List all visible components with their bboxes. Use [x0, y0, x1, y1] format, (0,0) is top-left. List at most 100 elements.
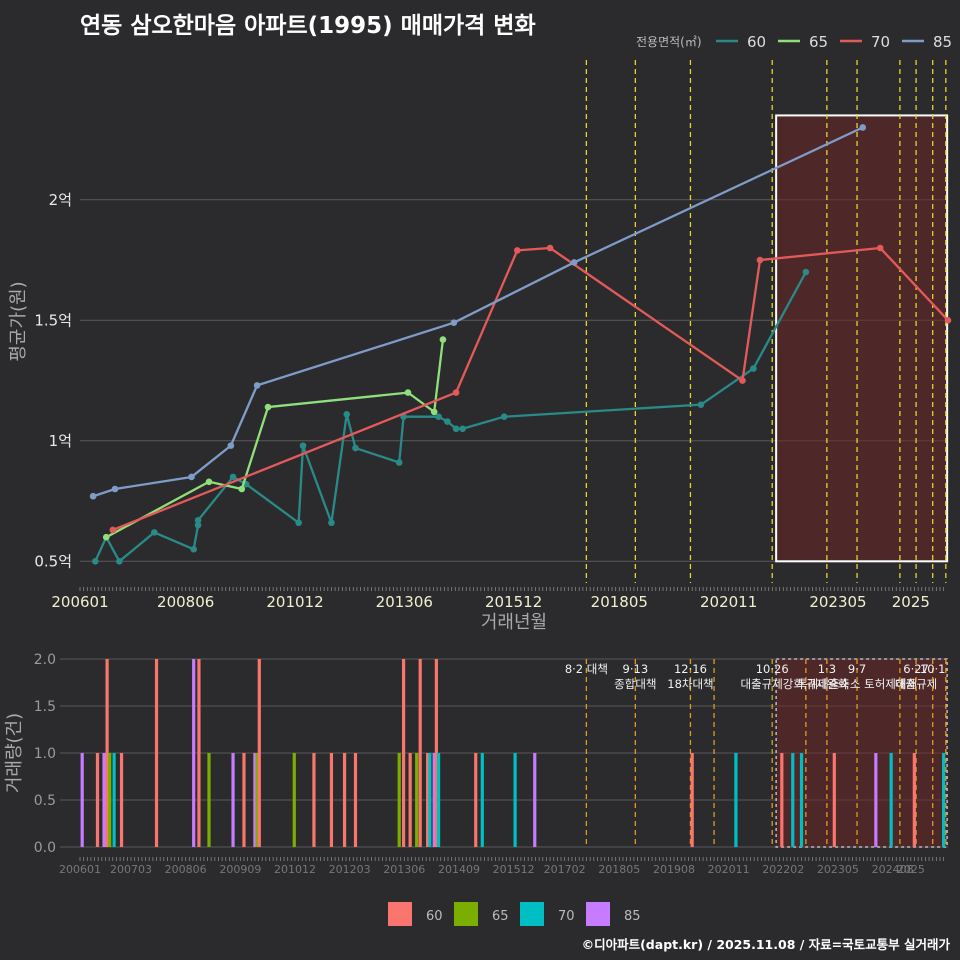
data-point-60	[299, 442, 307, 449]
x-tick-label: 2025	[897, 863, 925, 876]
bar-60	[329, 753, 334, 847]
bar-60	[434, 659, 438, 847]
data-point-60	[190, 545, 197, 553]
bar-70	[791, 753, 795, 847]
policy-label: 10·1	[920, 662, 946, 676]
bar-65	[255, 753, 259, 847]
bar-85	[533, 753, 537, 847]
y-tick-label: 2억	[49, 191, 72, 209]
policy-label: 규제완화	[806, 677, 849, 691]
bar-70	[799, 753, 804, 847]
bar-60	[401, 659, 406, 847]
highlight-box	[775, 114, 949, 563]
bar-60	[780, 753, 784, 847]
data-point-60	[500, 413, 508, 421]
data-point-70	[109, 526, 117, 534]
bar-60	[353, 753, 358, 847]
bar-60	[242, 753, 246, 847]
x-tick-label: 202408	[872, 863, 914, 876]
policy-label: 특례대출축소 토허제해제	[797, 677, 917, 691]
y-tick-label: 0.5	[34, 793, 56, 809]
credit-line: ©디아파트(dapt.kr) / 2025.11.08 / 자료=국토교통부 실…	[581, 937, 950, 952]
data-point-60	[328, 519, 335, 527]
bar-60	[197, 659, 201, 847]
bar-60	[408, 753, 412, 847]
y-tick-label: 1.5억	[34, 311, 72, 329]
bar-85	[102, 753, 106, 847]
data-point-85	[253, 382, 261, 389]
bar-60	[912, 753, 916, 847]
bar-70	[480, 753, 484, 847]
legend-title: 전용면적(㎡)	[636, 35, 702, 49]
data-point-70	[944, 316, 952, 324]
bar-70	[889, 753, 893, 847]
bar-70	[734, 753, 738, 847]
data-point-85	[450, 319, 458, 327]
series-line-85	[92, 126, 864, 498]
policy-label: 대출규제	[895, 677, 937, 691]
bar-60	[690, 753, 694, 847]
bar-60	[312, 753, 316, 847]
data-point-70	[876, 244, 884, 252]
x-tick-label: 201908	[653, 863, 695, 876]
bar-65	[108, 753, 112, 847]
bar-60	[474, 753, 478, 847]
data-point-85	[859, 124, 867, 131]
data-point-70	[546, 244, 554, 252]
bar-85	[80, 753, 84, 847]
policy-label: 대출규제강화	[740, 677, 804, 691]
chart-title: 연동 삼오한마음 아파트(1995) 매매가격 변화	[80, 13, 536, 39]
legend-label: 70	[871, 33, 890, 51]
policy-label: 종합대책	[614, 677, 656, 691]
data-point-60	[116, 558, 123, 565]
data-point-65	[205, 478, 213, 486]
legend-label: 65	[809, 33, 828, 51]
bar-85	[432, 753, 436, 847]
policy-label: 9·13	[623, 662, 649, 676]
data-point-60	[444, 418, 451, 425]
data-point-85	[570, 259, 578, 266]
legend-label: 70	[558, 909, 575, 924]
data-point-60	[452, 425, 460, 433]
legend-key-85	[586, 902, 610, 926]
x-tick-label: 201409	[438, 863, 480, 876]
x-tick-label: 2025	[892, 593, 930, 611]
x-tick-label: 200703	[110, 863, 152, 876]
bar-85	[192, 659, 196, 847]
bar-65	[397, 753, 401, 847]
policy-label: 6·27	[903, 662, 929, 676]
series-line-60	[94, 271, 807, 563]
x-tick-label: 202011	[708, 863, 750, 876]
x-tick-label: 201805	[598, 863, 640, 876]
data-point-85	[111, 485, 119, 493]
legend-label: 60	[426, 909, 443, 924]
legend-key-65	[454, 902, 478, 926]
bar-65	[415, 753, 419, 847]
data-point-85	[227, 442, 235, 449]
data-point-60	[352, 444, 359, 452]
bar-60	[105, 659, 109, 847]
bar-65	[292, 753, 296, 847]
bar-60	[426, 753, 430, 847]
data-point-60	[151, 529, 158, 536]
x-tick-label: 201306	[376, 593, 433, 611]
y-tick-label: 0.0	[34, 840, 56, 856]
x-tick-label: 202305	[809, 593, 866, 611]
legend-label: 85	[624, 909, 641, 924]
x-tick-label: 200601	[59, 863, 101, 876]
x-tick-label: 201012	[266, 593, 323, 611]
data-point-70	[513, 247, 521, 254]
data-point-65	[404, 389, 412, 396]
x-tick-label: 201512	[493, 863, 535, 876]
data-point-60	[802, 268, 810, 276]
bar-60	[418, 659, 422, 847]
data-point-60	[343, 410, 351, 418]
bar-60	[95, 753, 100, 847]
data-point-85	[89, 492, 97, 500]
data-point-70	[756, 256, 764, 264]
legend-key-70	[520, 902, 544, 926]
x-tick-label: 201203	[329, 863, 371, 876]
bar-70	[112, 753, 116, 847]
x-tick-label: 201512	[485, 593, 542, 611]
y-tick-label: 1.5	[34, 699, 56, 715]
